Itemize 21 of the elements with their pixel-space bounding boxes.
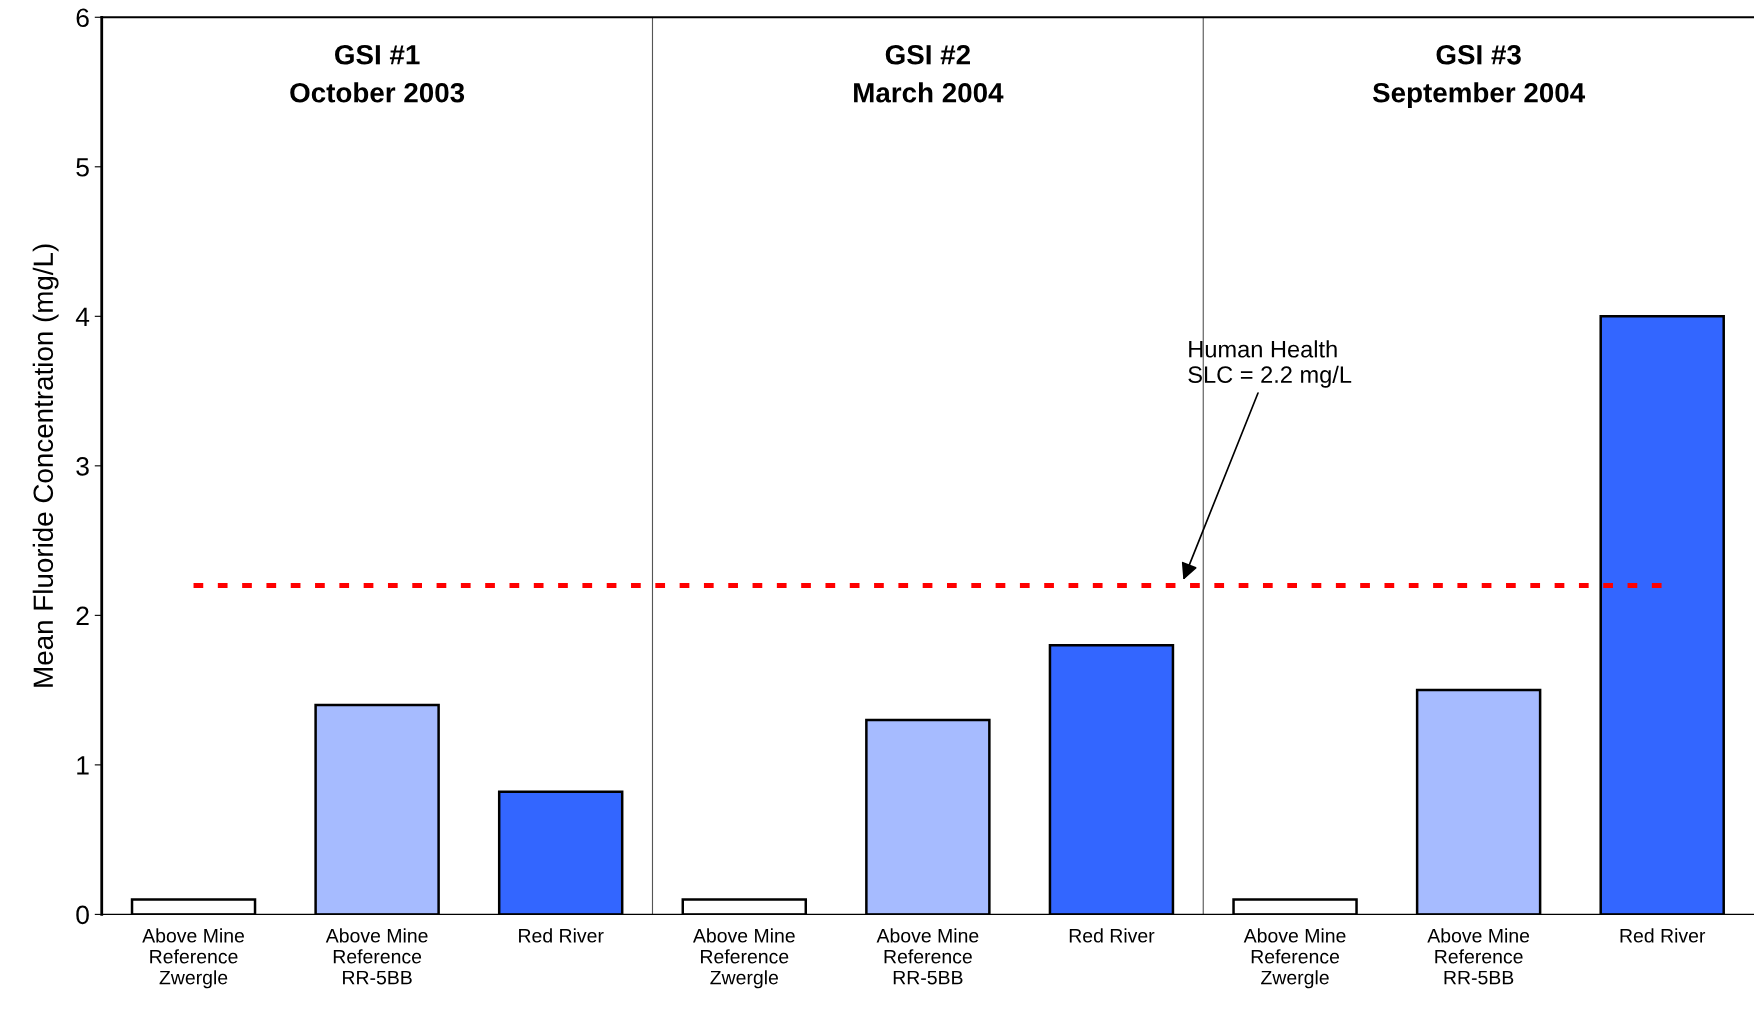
- x-tick-label: Red River: [1069, 928, 1155, 943]
- y-tick-label: 0: [76, 905, 89, 925]
- annotation: GSI #3 September 2004: [1372, 44, 1586, 109]
- annotation: GSI #2 March 2004: [854, 44, 1004, 103]
- x-tick-label: Red River: [1620, 928, 1706, 943]
- y-tick-label: 4: [75, 307, 90, 326]
- x-tick-label: Above Mine Reference RR-5BB: [1427, 928, 1530, 985]
- x-tick-label: Red River: [519, 928, 604, 943]
- y-tick-label: 1: [77, 756, 89, 775]
- y-tick-label: 6: [76, 8, 89, 28]
- x-tick-label: Above Mine Reference Zwergle: [692, 928, 795, 989]
- x-tick-label: Above Mine Reference RR-5BB: [876, 928, 979, 985]
- y-axis-title: Mean Fluoride Concentration (mg/L): [32, 244, 59, 687]
- x-tick-label: Above Mine Reference Zwergle: [142, 928, 244, 989]
- annotation: Human Health SLC = 2.2 mg/L: [1188, 340, 1352, 388]
- annotation: GSI #1 October 2003: [290, 44, 465, 103]
- x-tick-label: Above Mine Reference Zwergle: [1243, 928, 1346, 989]
- y-tick-label: 5: [76, 158, 89, 177]
- y-tick-label: 3: [76, 456, 89, 476]
- y-tick-label: 2: [76, 606, 89, 625]
- x-tick-label: Above Mine Reference RR-5BB: [325, 928, 428, 985]
